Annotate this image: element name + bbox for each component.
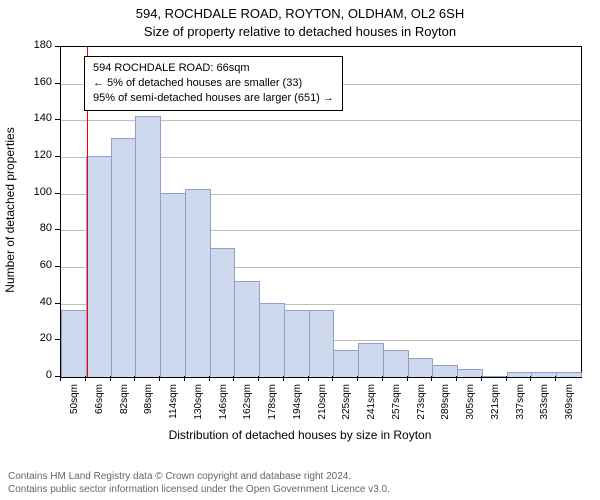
- y-tick-label: 140: [26, 112, 52, 124]
- y-tick-label: 100: [26, 186, 52, 198]
- x-tick: [506, 376, 507, 381]
- x-tick: [332, 376, 333, 381]
- x-tick-label: 273sqm: [416, 384, 427, 429]
- histogram-bar: [284, 310, 310, 377]
- histogram-bar: [457, 369, 483, 377]
- x-tick: [555, 376, 556, 381]
- y-tick: [55, 303, 60, 304]
- histogram-bar: [358, 343, 384, 377]
- x-tick-label: 178sqm: [267, 384, 278, 429]
- histogram-bar: [531, 372, 557, 377]
- x-tick: [233, 376, 234, 381]
- annotation-line-2: ← 5% of detached houses are smaller (33): [93, 76, 334, 91]
- y-tick: [55, 46, 60, 47]
- x-tick-label: 146sqm: [218, 384, 229, 429]
- y-tick-label: 40: [26, 296, 52, 308]
- annotation-line-3: 95% of semi-detached houses are larger (…: [93, 91, 334, 106]
- histogram-bar: [135, 116, 161, 377]
- y-tick-label: 60: [26, 259, 52, 271]
- y-tick-label: 0: [26, 369, 52, 381]
- x-tick: [184, 376, 185, 381]
- histogram-bar: [507, 372, 533, 377]
- y-tick-label: 160: [26, 76, 52, 88]
- y-tick-label: 180: [26, 39, 52, 51]
- y-tick: [55, 266, 60, 267]
- y-tick-label: 20: [26, 332, 52, 344]
- histogram-bar: [210, 248, 236, 377]
- y-tick: [55, 119, 60, 120]
- x-tick-label: 50sqm: [69, 384, 80, 429]
- histogram-bar: [61, 310, 87, 377]
- x-tick-label: 289sqm: [440, 384, 451, 429]
- x-tick-label: 98sqm: [143, 384, 154, 429]
- chart-title-subtitle: Size of property relative to detached ho…: [0, 24, 600, 39]
- y-axis-label: Number of detached properties: [3, 110, 17, 310]
- x-tick: [382, 376, 383, 381]
- x-tick: [159, 376, 160, 381]
- y-tick: [55, 339, 60, 340]
- x-tick: [60, 376, 61, 381]
- histogram-bar: [333, 350, 359, 377]
- x-tick: [85, 376, 86, 381]
- x-tick: [407, 376, 408, 381]
- histogram-bar: [556, 372, 582, 377]
- histogram-bar: [432, 365, 458, 377]
- y-tick: [55, 193, 60, 194]
- x-tick-label: 257sqm: [391, 384, 402, 429]
- x-tick: [308, 376, 309, 381]
- annotation-line-1: 594 ROCHDALE ROAD: 66sqm: [93, 61, 334, 76]
- footer-line-1: Contains HM Land Registry data © Crown c…: [8, 471, 390, 484]
- histogram-bar: [383, 350, 409, 377]
- y-tick-label: 120: [26, 149, 52, 161]
- y-tick: [55, 229, 60, 230]
- histogram-bar: [482, 376, 508, 377]
- chart-title-address: 594, ROCHDALE ROAD, ROYTON, OLDHAM, OL2 …: [0, 6, 600, 21]
- footer-line-2: Contains public sector information licen…: [8, 484, 390, 497]
- x-tick: [110, 376, 111, 381]
- histogram-bar: [309, 310, 335, 377]
- y-tick-label: 80: [26, 222, 52, 234]
- x-tick-label: 162sqm: [242, 384, 253, 429]
- footer-attribution: Contains HM Land Registry data © Crown c…: [8, 471, 390, 496]
- x-tick: [134, 376, 135, 381]
- x-tick: [357, 376, 358, 381]
- x-axis-label: Distribution of detached houses by size …: [0, 428, 600, 442]
- x-tick: [431, 376, 432, 381]
- x-tick-label: 337sqm: [515, 384, 526, 429]
- histogram-bar: [160, 193, 186, 377]
- x-tick-label: 194sqm: [292, 384, 303, 429]
- histogram-bar: [408, 358, 434, 377]
- x-tick: [481, 376, 482, 381]
- histogram-bar: [234, 281, 260, 377]
- x-tick-label: 241sqm: [366, 384, 377, 429]
- x-tick-label: 66sqm: [94, 384, 105, 429]
- x-tick-label: 369sqm: [564, 384, 575, 429]
- x-tick-label: 82sqm: [119, 384, 130, 429]
- x-tick: [258, 376, 259, 381]
- histogram-bar: [185, 189, 211, 377]
- x-tick: [209, 376, 210, 381]
- x-tick-label: 353sqm: [539, 384, 550, 429]
- x-tick-label: 305sqm: [465, 384, 476, 429]
- annotation-box: 594 ROCHDALE ROAD: 66sqm ← 5% of detache…: [84, 56, 343, 111]
- x-tick-label: 321sqm: [490, 384, 501, 429]
- histogram-bar: [86, 156, 112, 377]
- x-tick-label: 114sqm: [168, 384, 179, 429]
- x-tick-label: 210sqm: [317, 384, 328, 429]
- x-tick: [530, 376, 531, 381]
- x-tick: [283, 376, 284, 381]
- y-tick: [55, 83, 60, 84]
- histogram-bar: [259, 303, 285, 377]
- x-tick: [456, 376, 457, 381]
- histogram-bar: [111, 138, 137, 377]
- y-tick: [55, 156, 60, 157]
- x-tick-label: 225sqm: [341, 384, 352, 429]
- histogram-chart: 594, ROCHDALE ROAD, ROYTON, OLDHAM, OL2 …: [0, 0, 600, 500]
- x-tick-label: 130sqm: [193, 384, 204, 429]
